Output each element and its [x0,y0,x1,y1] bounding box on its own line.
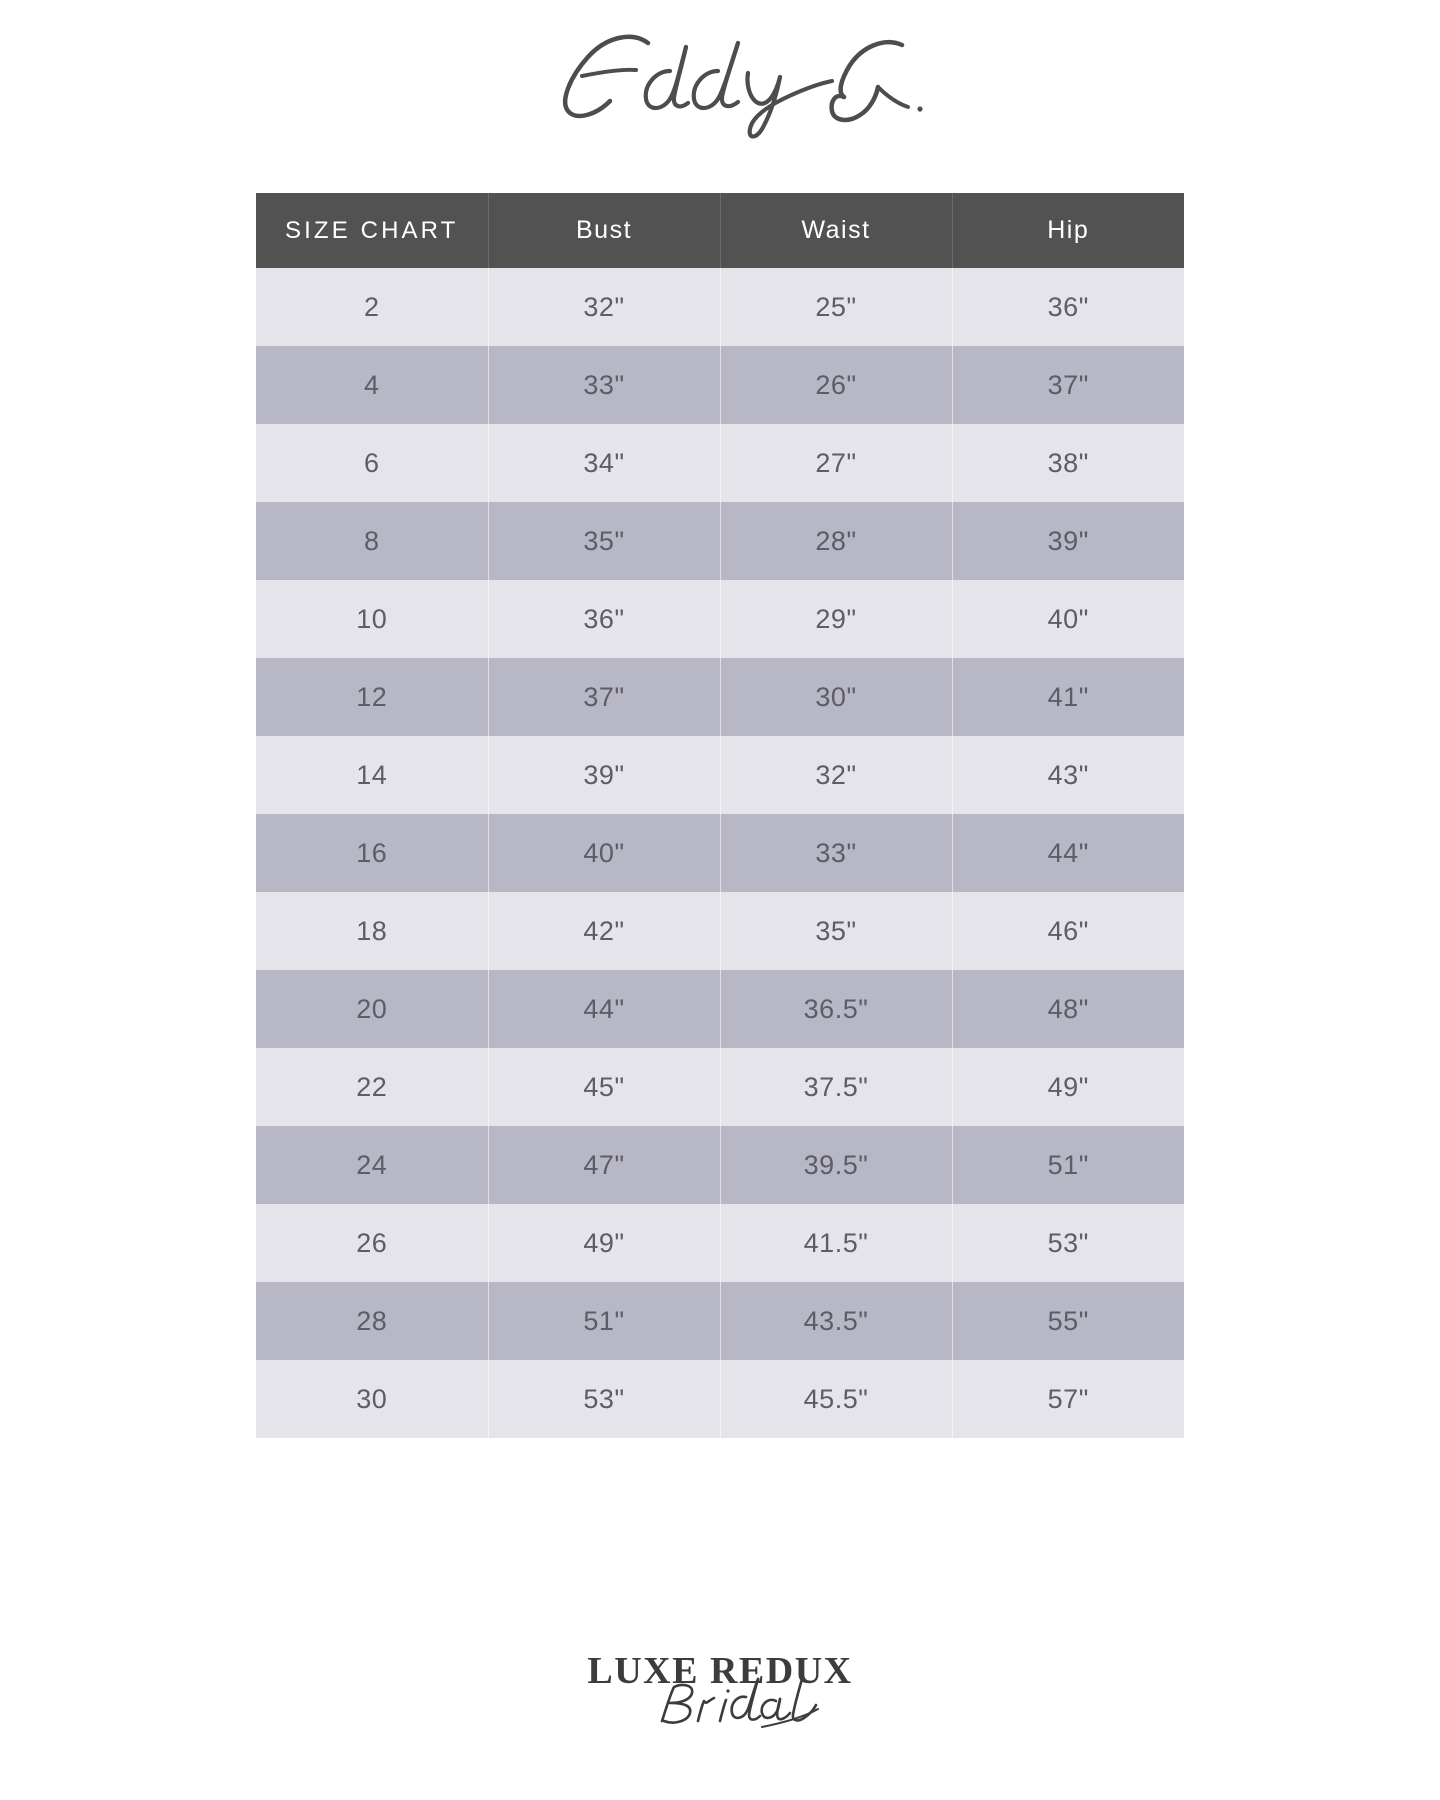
table-row: 10 36" 29" 40" [256,580,1184,658]
cell-waist: 26" [720,346,953,424]
table-row: 26 49" 41.5" 53" [256,1204,1184,1282]
cell-bust: 35" [488,502,721,580]
cell-bust: 32" [488,268,721,346]
cell-waist: 29" [720,580,953,658]
cell-waist: 37.5" [720,1048,953,1126]
cell-hip: 51" [952,1126,1184,1204]
cell-size: 26 [256,1204,489,1282]
cell-hip: 37" [952,346,1184,424]
luxe-redux-bridal-logo: LUXE REDUX [587,1650,852,1728]
table-row: 8 35" 28" 39" [256,502,1184,580]
cell-hip: 40" [952,580,1184,658]
cell-waist: 39.5" [720,1126,953,1204]
cell-bust: 45" [488,1048,721,1126]
cell-bust: 37" [488,658,721,736]
cell-bust: 44" [488,970,721,1048]
cell-size: 16 [256,814,489,892]
cell-waist: 27" [720,424,953,502]
table-row: 24 47" 39.5" 51" [256,1126,1184,1204]
cell-bust: 49" [488,1204,721,1282]
cell-waist: 33" [720,814,953,892]
table-row: 18 42" 35" 46" [256,892,1184,970]
cell-bust: 53" [488,1360,721,1438]
cell-waist: 35" [720,892,953,970]
cell-size: 4 [256,346,489,424]
cell-size: 18 [256,892,489,970]
cell-waist: 25" [720,268,953,346]
cell-hip: 39" [952,502,1184,580]
cell-size: 8 [256,502,489,580]
cell-waist: 30" [720,658,953,736]
cell-hip: 38" [952,424,1184,502]
column-header-hip: Hip [952,193,1184,268]
cell-bust: 39" [488,736,721,814]
eddy-k-script-logo [562,34,923,139]
cell-waist: 36.5" [720,970,953,1048]
cell-size: 12 [256,658,489,736]
cell-hip: 48" [952,970,1184,1048]
column-header-waist: Waist [720,193,953,268]
cell-size: 10 [256,580,489,658]
table-row: 6 34" 27" 38" [256,424,1184,502]
table-row: 30 53" 45.5" 57" [256,1360,1184,1438]
table-body: 2 32" 25" 36" 4 33" 26" 37" 6 34" 27" 38… [256,268,1184,1438]
cell-bust: 51" [488,1282,721,1360]
cell-bust: 40" [488,814,721,892]
cell-bust: 47" [488,1126,721,1204]
header-row: SIZE CHART Bust Waist Hip [256,193,1184,268]
cell-hip: 49" [952,1048,1184,1126]
cell-size: 24 [256,1126,489,1204]
cell-bust: 34" [488,424,721,502]
cell-hip: 57" [952,1360,1184,1438]
column-header-bust: Bust [488,193,721,268]
cell-bust: 42" [488,892,721,970]
table-row: 20 44" 36.5" 48" [256,970,1184,1048]
cell-hip: 44" [952,814,1184,892]
cell-size: 14 [256,736,489,814]
svg-text:LUXE REDUX: LUXE REDUX [587,1650,852,1692]
cell-waist: 43.5" [720,1282,953,1360]
cell-bust: 36" [488,580,721,658]
cell-hip: 46" [952,892,1184,970]
table-header: SIZE CHART Bust Waist Hip [256,193,1184,268]
cell-size: 22 [256,1048,489,1126]
footer-logo: LUXE REDUX LUXE REDUX Bridal [0,1638,1440,1748]
table-row: 2 32" 25" 36" [256,268,1184,346]
table-row: 4 33" 26" 37" [256,346,1184,424]
table-row: 28 51" 43.5" 55" [256,1282,1184,1360]
cell-size: 6 [256,424,489,502]
brand-logo: Eddy K. [0,14,1440,144]
cell-hip: 36" [952,268,1184,346]
cell-waist: 41.5" [720,1204,953,1282]
cell-size: 30 [256,1360,489,1438]
cell-size: 28 [256,1282,489,1360]
cell-size: 2 [256,268,489,346]
cell-waist: 32" [720,736,953,814]
cell-hip: 41" [952,658,1184,736]
table-row: 16 40" 33" 44" [256,814,1184,892]
table-row: 22 45" 37.5" 49" [256,1048,1184,1126]
cell-size: 20 [256,970,489,1048]
column-header-size-chart: SIZE CHART [256,193,489,268]
cell-waist: 45.5" [720,1360,953,1438]
cell-hip: 55" [952,1282,1184,1360]
cell-waist: 28" [720,502,953,580]
cell-hip: 53" [952,1204,1184,1282]
size-chart-table: SIZE CHART Bust Waist Hip 2 32" 25" 36" … [256,193,1184,1438]
table-row: 12 37" 30" 41" [256,658,1184,736]
table-row: 14 39" 32" 43" [256,736,1184,814]
cell-bust: 33" [488,346,721,424]
cell-hip: 43" [952,736,1184,814]
